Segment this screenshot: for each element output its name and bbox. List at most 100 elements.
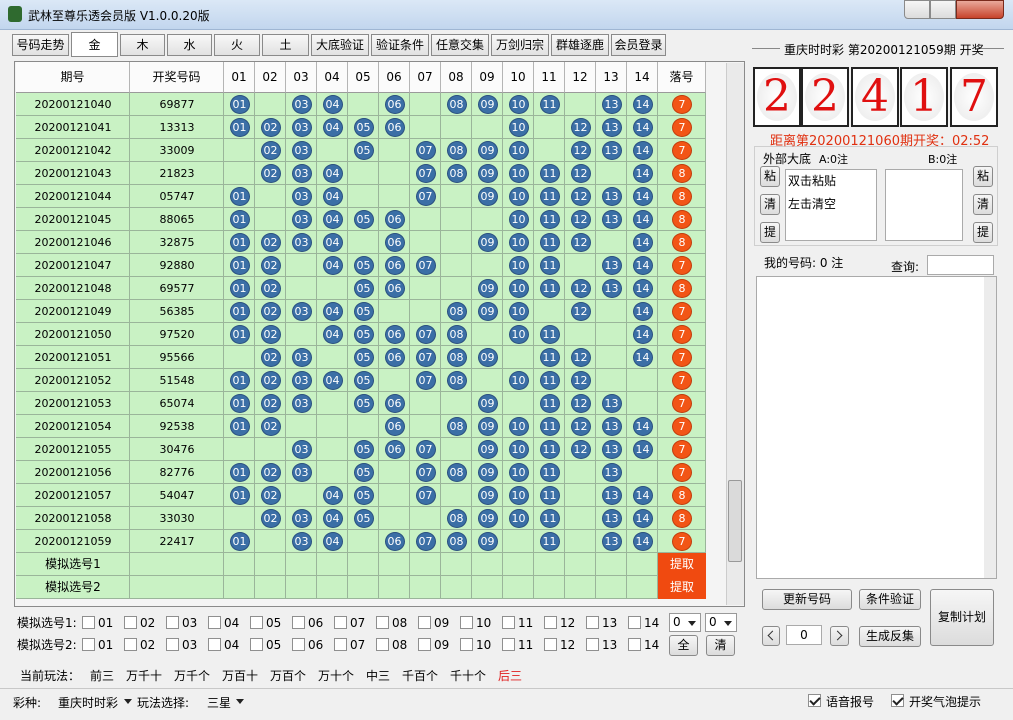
play-mode[interactable]: 万百个 — [270, 669, 307, 683]
number-checkbox[interactable] — [460, 638, 473, 651]
query-input[interactable] — [927, 255, 994, 275]
my-numbers-list[interactable] — [756, 276, 997, 579]
pool-button[interactable]: 清 — [973, 194, 993, 215]
draw-number: 92880 — [159, 259, 195, 272]
tab[interactable]: 验证条件 — [371, 34, 429, 56]
grid-cell — [379, 507, 410, 530]
play-mode[interactable]: 千百个 — [402, 669, 439, 683]
number-checkbox[interactable] — [544, 616, 557, 629]
hit-ball: 11 — [539, 279, 560, 298]
number-checkbox[interactable] — [166, 638, 179, 651]
scrollbar[interactable] — [726, 63, 744, 605]
tab[interactable]: 木 — [120, 34, 165, 56]
tab[interactable]: 火 — [214, 34, 260, 56]
button[interactable]: 清 — [706, 635, 735, 656]
pool-button[interactable]: 粘 — [973, 166, 993, 187]
hit-ball: 11 — [539, 256, 560, 275]
grid-cell — [130, 300, 224, 323]
checkbox[interactable] — [891, 694, 904, 707]
pool-button[interactable]: 粘 — [760, 166, 780, 187]
play-mode[interactable]: 后三 — [498, 669, 523, 683]
prev-button[interactable] — [762, 626, 780, 646]
close-button[interactable] — [956, 0, 1004, 19]
hit-ball: 14 — [632, 141, 653, 160]
number-checkbox[interactable] — [544, 638, 557, 651]
pool-button[interactable]: 提 — [973, 222, 993, 243]
number-checkbox[interactable] — [250, 638, 263, 651]
number-checkbox[interactable] — [334, 638, 347, 651]
number-checkbox[interactable] — [586, 638, 599, 651]
number-checkbox[interactable] — [250, 616, 263, 629]
tab[interactable]: 土 — [262, 34, 309, 56]
play-mode[interactable]: 万十个 — [318, 669, 355, 683]
tab[interactable]: 金 — [71, 32, 118, 57]
number-checkbox[interactable] — [124, 638, 137, 651]
number-checkbox[interactable] — [418, 616, 431, 629]
grid-cell — [596, 323, 627, 346]
number-checkbox[interactable] — [82, 638, 95, 651]
play-mode[interactable]: 中三 — [366, 669, 391, 683]
play-mode-label: 当前玩法： — [20, 669, 81, 683]
number-checkbox[interactable] — [628, 638, 641, 651]
hit-ball: 12 — [570, 164, 591, 183]
tab[interactable]: 大底验证 — [311, 34, 369, 56]
grid-cell — [317, 277, 348, 300]
tab[interactable]: 水 — [167, 34, 212, 56]
play-mode[interactable]: 前三 — [90, 669, 115, 683]
number-checkbox[interactable] — [502, 616, 515, 629]
pool-b-textarea[interactable] — [885, 169, 963, 241]
inverse-button[interactable]: 生成反集 — [859, 626, 921, 647]
number-checkbox[interactable] — [292, 638, 305, 651]
button[interactable]: 全 — [669, 635, 698, 656]
grid-cell — [565, 484, 596, 507]
number-checkbox[interactable] — [124, 616, 137, 629]
number-checkbox[interactable] — [82, 616, 95, 629]
number-checkbox-label: 13 — [602, 638, 618, 652]
grid-cell — [534, 139, 565, 162]
select-box[interactable]: 0 — [705, 613, 737, 632]
pool-a-textarea[interactable]: 双击粘贴 左击清空 — [785, 169, 877, 241]
select-box[interactable]: 0 — [669, 613, 701, 632]
number-checkbox[interactable] — [376, 638, 389, 651]
verify-button[interactable]: 条件验证 — [859, 589, 921, 610]
extract-button[interactable]: 提取 — [658, 553, 706, 576]
tab[interactable]: 万剑归宗 — [491, 34, 549, 56]
number-checkbox[interactable] — [166, 616, 179, 629]
tab[interactable]: 任意交集 — [431, 34, 489, 56]
number-checkbox[interactable] — [586, 616, 599, 629]
number-checkbox[interactable] — [208, 616, 221, 629]
update-button[interactable]: 更新号码 — [762, 589, 852, 610]
scroll-thumb[interactable] — [728, 480, 742, 562]
pool-button[interactable]: 清 — [760, 194, 780, 215]
play-mode[interactable]: 万千个 — [174, 669, 211, 683]
maximize-button[interactable] — [930, 0, 956, 19]
pool-button[interactable]: 提 — [760, 222, 780, 243]
grid-cell — [16, 300, 130, 323]
number-checkbox[interactable] — [418, 638, 431, 651]
play-mode[interactable]: 万千十 — [126, 669, 163, 683]
tab[interactable]: 群雄逐鹿 — [551, 34, 609, 56]
lottery-select[interactable]: 重庆时时彩 — [58, 696, 119, 710]
checkbox[interactable] — [808, 694, 821, 707]
copy-plan-button[interactable]: 复制计划 — [930, 589, 994, 646]
play-select[interactable]: 三星 — [207, 696, 232, 710]
play-mode[interactable]: 万百十 — [222, 669, 259, 683]
hit-ball: 07 — [415, 141, 436, 160]
tab[interactable]: 会员登录 — [611, 34, 666, 56]
number-checkbox[interactable] — [460, 616, 473, 629]
grid-cell — [441, 208, 472, 231]
minimize-button[interactable] — [904, 0, 930, 19]
number-checkbox[interactable] — [502, 638, 515, 651]
spinner[interactable]: 0 — [786, 625, 822, 645]
number-checkbox[interactable] — [292, 616, 305, 629]
number-checkbox[interactable] — [208, 638, 221, 651]
next-button[interactable] — [830, 626, 849, 646]
extract-button[interactable]: 提取 — [658, 576, 706, 599]
list-scrollbar[interactable] — [984, 277, 996, 578]
hit-ball: 10 — [508, 440, 529, 459]
number-checkbox[interactable] — [628, 616, 641, 629]
number-checkbox[interactable] — [334, 616, 347, 629]
play-mode[interactable]: 千十个 — [450, 669, 487, 683]
tab[interactable]: 号码走势 — [12, 34, 69, 56]
number-checkbox[interactable] — [376, 616, 389, 629]
